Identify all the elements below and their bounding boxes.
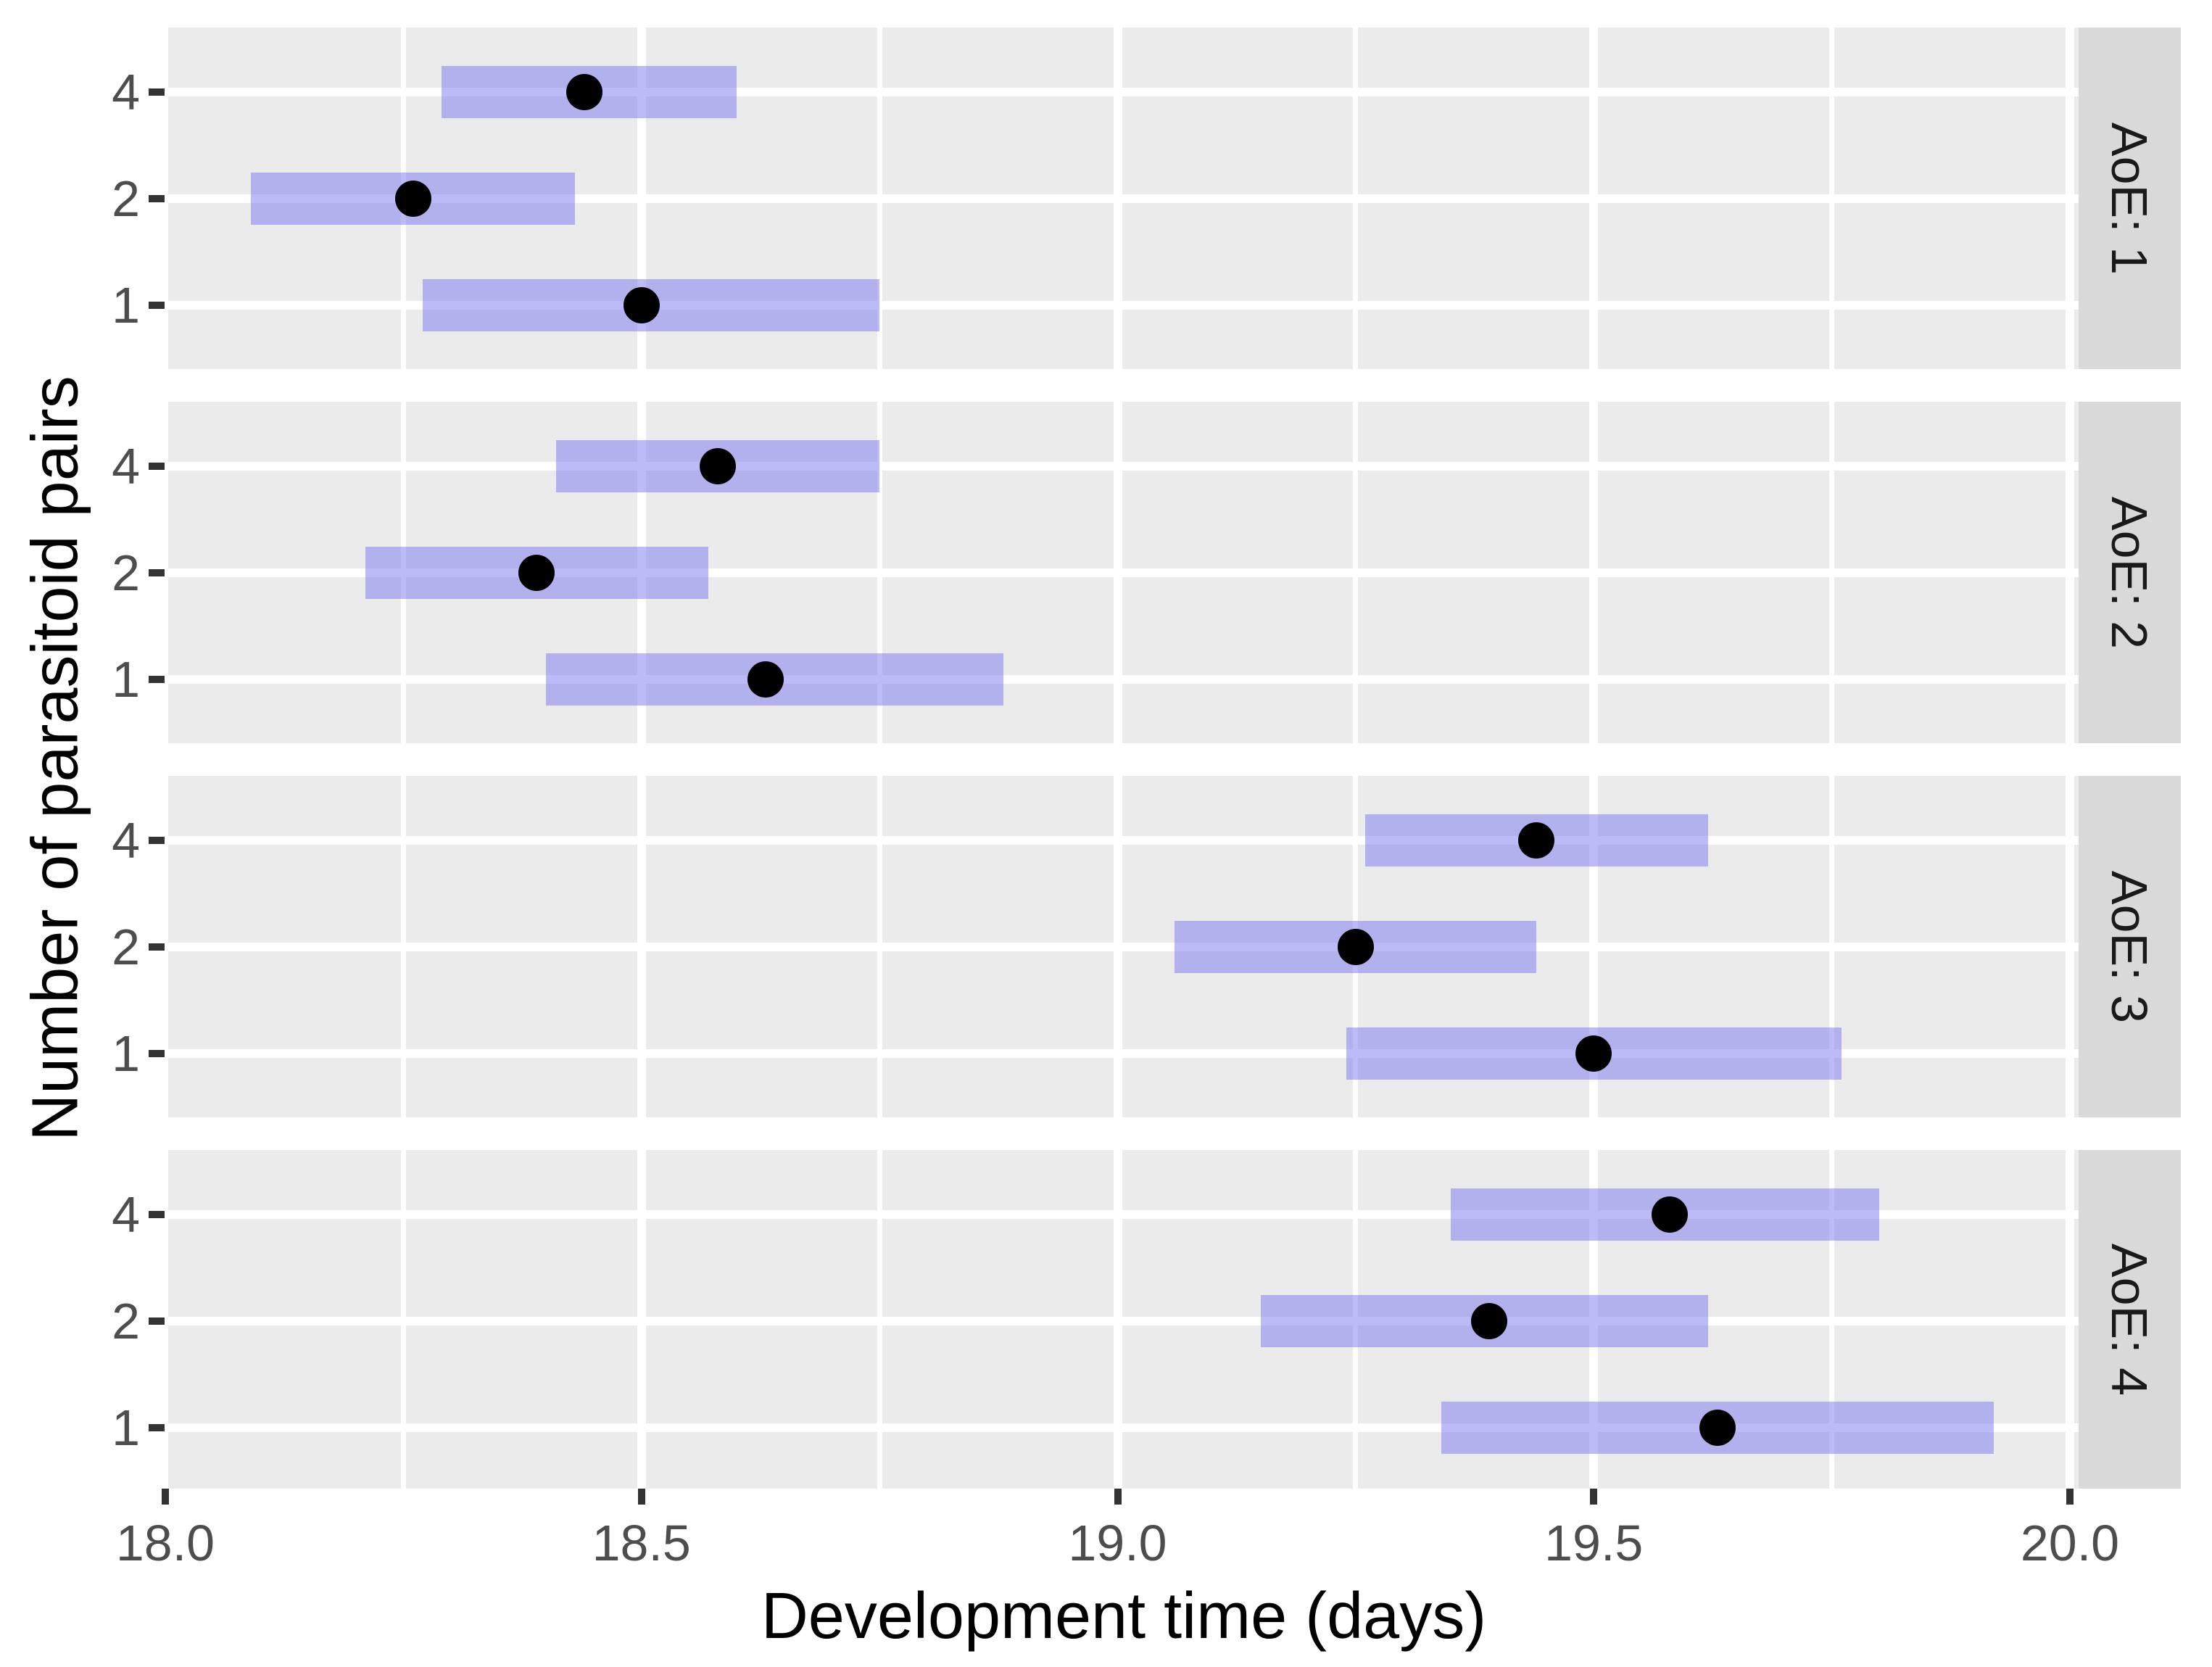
facet-strip-label: AoE: 4 [2101,1243,2158,1396]
x-tick-label: 20.0 [2020,1515,2120,1571]
estimate-point [1699,1410,1736,1446]
major-gridline [168,836,2079,845]
y-tick-mark [149,943,165,951]
estimate-point [394,181,431,217]
facet-strip-label: AoE: 3 [2101,870,2158,1023]
facet-panel [168,28,2079,369]
x-axis-title: Development time (days) [761,1580,1487,1652]
facet-strip: AoE: 2 [2079,402,2181,743]
y-tick-mark [149,1318,165,1325]
x-tick-mark [2066,1489,2074,1505]
y-tick-label: 2 [112,545,140,601]
x-tick-label: 18.0 [115,1515,215,1571]
x-tick-mark [637,1489,645,1505]
x-tick-label: 18.5 [592,1515,691,1571]
estimate-point [566,74,602,110]
x-tick-label: 19.0 [1068,1515,1167,1571]
estimate-point [1470,1303,1507,1339]
y-tick-mark [149,463,165,470]
y-tick-label: 4 [112,1186,140,1243]
facet-strip: AoE: 3 [2079,776,2181,1117]
estimate-point [699,448,736,484]
y-tick-mark [149,1424,165,1431]
y-tick-label: 2 [112,170,140,227]
y-tick-label: 4 [112,438,140,495]
y-tick-label: 1 [112,277,140,334]
major-gridline [168,943,2079,951]
y-tick-label: 1 [112,1399,140,1456]
estimate-point [518,555,555,591]
facet-panel [168,1150,2079,1489]
y-tick-mark [149,195,165,202]
facet-strip: AoE: 1 [2079,28,2181,369]
major-gridline [168,675,2079,684]
major-gridline [168,462,2079,471]
x-tick-mark [1114,1489,1122,1505]
estimate-point [1575,1035,1612,1072]
major-gridline [168,1317,2079,1325]
x-tick-mark [1590,1489,1598,1505]
y-tick-mark [149,302,165,309]
x-tick-mark [162,1489,169,1505]
facet-strip: AoE: 4 [2079,1150,2181,1489]
estimate-point [1518,822,1555,859]
y-tick-mark [149,569,165,576]
y-tick-mark [149,1050,165,1057]
y-tick-label: 4 [112,812,140,869]
x-tick-label: 19.5 [1544,1515,1644,1571]
facet-strip-label: AoE: 1 [2101,122,2158,275]
facet-panel [168,402,2079,743]
y-tick-label: 4 [112,64,140,120]
y-tick-label: 1 [112,651,140,708]
y-tick-mark [149,88,165,96]
y-tick-label: 1 [112,1025,140,1082]
y-tick-label: 2 [112,1293,140,1349]
y-tick-mark [149,676,165,683]
y-tick-label: 2 [112,919,140,975]
y-tick-mark [149,837,165,844]
estimate-point [1652,1196,1689,1233]
estimate-point [747,661,784,698]
y-tick-mark [149,1211,165,1218]
estimate-point [623,287,660,323]
major-gridline [168,194,2079,203]
facet-panel [168,776,2079,1117]
facet-strip-label: AoE: 2 [2101,496,2158,649]
estimate-point [1337,929,1374,965]
